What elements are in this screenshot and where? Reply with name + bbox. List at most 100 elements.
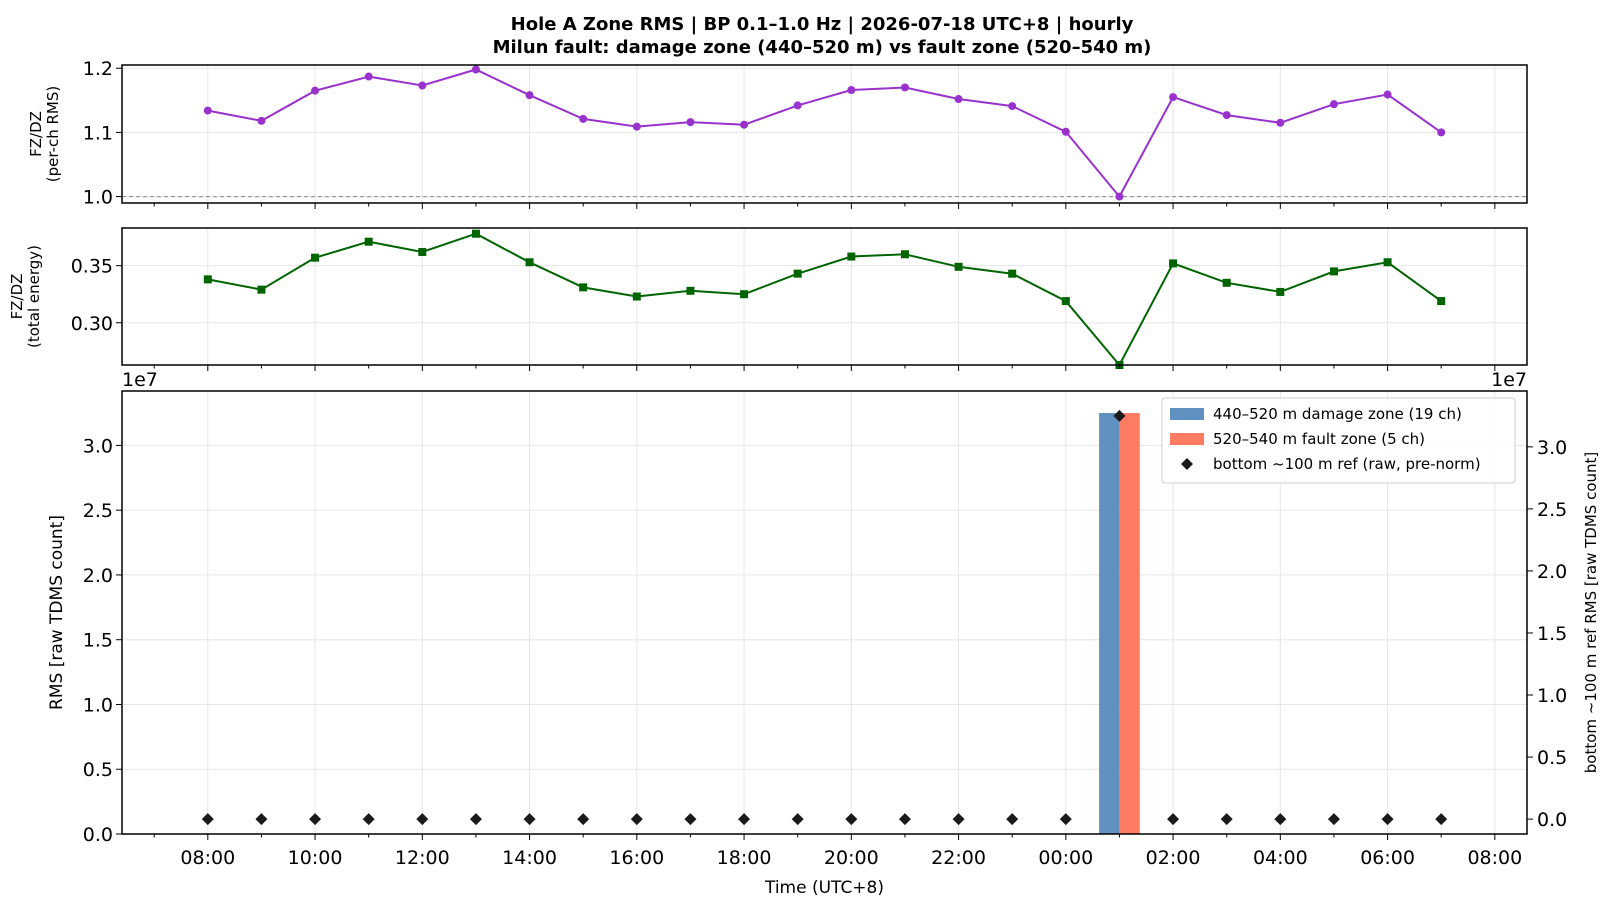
right-y-axis-label: bottom ~100 m ref RMS [raw TDMS count]: [1582, 452, 1600, 774]
right-y-tick-label: 3.0: [1537, 437, 1567, 459]
y-tick-label: 2.5: [83, 500, 113, 522]
offset-text-left: 1e7: [122, 369, 158, 391]
data-point: [203, 275, 212, 284]
data-point: [311, 253, 320, 262]
data-point: [257, 116, 266, 125]
data-point: [686, 118, 695, 127]
ref-marker: [1059, 813, 1072, 826]
plot-frame: [121, 64, 1528, 204]
chart-panels: 1.01.11.2FZ/DZ (per-ch RMS)0.300.35FZ/DZ(…: [8, 58, 1600, 898]
right-y-tick-label: 2.0: [1537, 561, 1567, 583]
data-point: [471, 65, 480, 74]
ref-marker: [845, 813, 858, 826]
x-axis-label: Time (UTC+8): [764, 878, 884, 898]
data-point: [1329, 100, 1338, 109]
x-tick-label: 12:00: [395, 847, 450, 869]
data-point: [847, 252, 856, 261]
series-line: [207, 232, 1442, 367]
y-tick-label: 1.5: [83, 630, 113, 652]
legend-label: 440–520 m damage zone (19 ch): [1213, 405, 1462, 423]
right-y-tick-label: 1.0: [1537, 685, 1567, 707]
data-point: [257, 285, 266, 294]
data-point: [1169, 93, 1178, 102]
x-tick-label: 02:00: [1146, 847, 1201, 869]
chart-title: Hole A Zone RMS | BP 0.1–1.0 Hz | 2026-0…: [511, 14, 1134, 35]
data-point: [418, 81, 427, 90]
right-y-tick-label: 0.5: [1537, 747, 1567, 769]
data-point: [686, 286, 695, 295]
x-tick-label: 00:00: [1038, 847, 1093, 869]
x-tick-label: 18:00: [717, 847, 772, 869]
ref-marker: [1274, 813, 1287, 826]
plot-frame: [121, 227, 1528, 366]
bar: [1119, 413, 1140, 834]
data-point: [1222, 111, 1231, 120]
y-tick-label: 1.2: [83, 58, 113, 80]
data-point: [900, 83, 909, 92]
data-point: [311, 86, 320, 95]
right-y-tick-label: 2.5: [1537, 499, 1567, 521]
ref-marker: [898, 813, 911, 826]
offset-text-right: 1e7: [1491, 369, 1527, 391]
data-point: [740, 290, 749, 299]
ref-marker: [523, 813, 536, 826]
data-point: [632, 292, 641, 301]
y-tick-label: 2.0: [83, 565, 113, 587]
ref-marker: [309, 813, 322, 826]
ref-marker: [577, 813, 590, 826]
data-point: [525, 258, 534, 267]
x-tick-label: 10:00: [288, 847, 343, 869]
y-axis-label: FZ/DZ: [8, 274, 26, 320]
data-point: [579, 114, 588, 123]
data-point: [954, 262, 963, 271]
panel-top: 1.0 1.1 1.2 FZ/DZ (per-ch RMS): [27, 58, 1528, 209]
y-tick-label: 0.0: [83, 824, 113, 846]
y-tick-label: 1.1: [83, 122, 113, 144]
ref-marker: [1167, 813, 1180, 826]
y-tick-label: 1.0: [83, 187, 113, 209]
y-axis-label: RMS [raw TDMS count]: [47, 515, 67, 710]
x-tick-label: 06:00: [1360, 847, 1415, 869]
x-tick-label: 16:00: [609, 847, 664, 869]
x-tick-label: 08:00: [1467, 847, 1522, 869]
ref-marker: [201, 813, 214, 826]
legend-box: [1161, 397, 1516, 484]
ref-marker: [469, 813, 482, 826]
data-point: [1008, 269, 1017, 278]
data-point: [1383, 258, 1392, 267]
y-axis-label-sub: (per-ch RMS): [44, 86, 62, 182]
panel-middle: 0.30 0.35 FZ/DZ (total energy): [8, 227, 1528, 371]
ref-marker: [952, 813, 965, 826]
legend-swatch: [1170, 408, 1204, 420]
data-point: [1008, 102, 1017, 111]
ref-marker: [1006, 813, 1019, 826]
y-tick-label: 0.5: [83, 759, 113, 781]
data-point: [1437, 128, 1446, 137]
x-tick-label: 22:00: [931, 847, 986, 869]
data-point: [847, 86, 856, 95]
data-point: [471, 229, 480, 238]
ref-marker: [362, 813, 375, 826]
x-tick-label: 04:00: [1253, 847, 1308, 869]
ref-marker: [1381, 813, 1394, 826]
legend-swatch: [1170, 433, 1204, 445]
data-point: [364, 237, 373, 246]
data-point: [793, 269, 802, 278]
ref-marker: [1220, 813, 1233, 826]
ref-marker: [1435, 813, 1448, 826]
ref-marker: [630, 813, 643, 826]
ref-marker: [738, 813, 751, 826]
legend-marker: [1181, 458, 1193, 470]
data-point: [632, 122, 641, 131]
data-point: [1383, 90, 1392, 99]
y-axis-label-sub: (total energy): [25, 245, 43, 348]
y-axis-label: FZ/DZ: [27, 111, 45, 157]
data-point: [954, 95, 963, 104]
ref-marker: [255, 813, 268, 826]
data-point: [1276, 118, 1285, 127]
x-tick-label: 14:00: [502, 847, 557, 869]
data-point: [900, 250, 909, 259]
x-tick-label: 08:00: [180, 847, 235, 869]
ref-marker: [1113, 409, 1126, 422]
